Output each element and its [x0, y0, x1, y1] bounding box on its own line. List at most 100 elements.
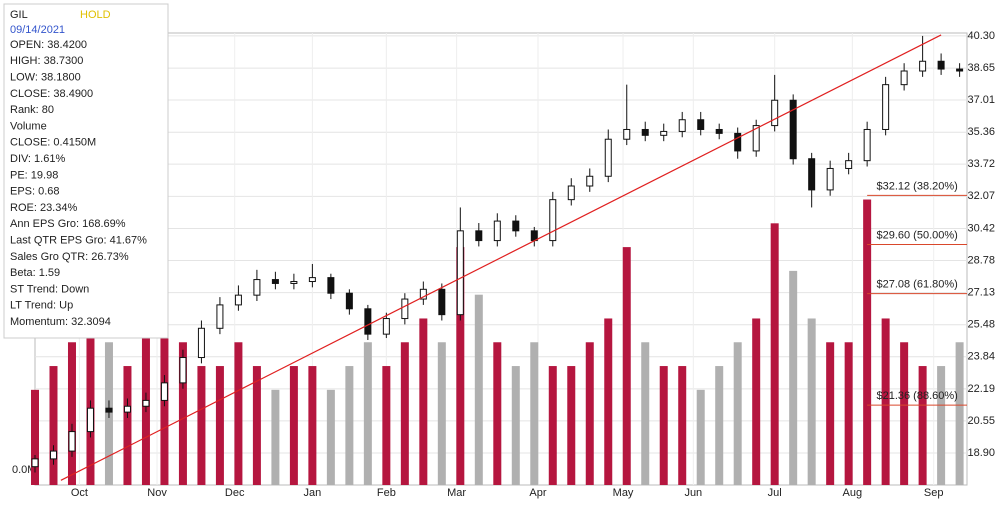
y-tick-label: 33.72: [967, 158, 995, 170]
candle-body: [253, 279, 261, 296]
x-tick-label: Jun: [684, 487, 702, 499]
volume-bar: [955, 342, 964, 485]
candle-body: [419, 288, 427, 300]
x-tick-label: Feb: [377, 487, 396, 499]
volume-bar: [400, 342, 409, 485]
candle-body: [68, 431, 76, 452]
retracement-label: $29.60 (50.00%): [876, 229, 957, 241]
candle-body: [216, 304, 224, 329]
candle-body: [586, 175, 594, 187]
rating: HOLD: [80, 9, 111, 21]
x-tick-label: Mar: [447, 487, 466, 499]
info-panel: GIL HOLD 09/14/2021 OPEN: 38.4200 HIGH: 3…: [3, 3, 169, 339]
candle-body: [771, 99, 779, 127]
candle-body: [364, 308, 372, 335]
candle-body: [549, 199, 557, 242]
volume-bar: [49, 366, 58, 485]
info-line: LT Trend: Up: [10, 300, 73, 312]
volume-bar: [807, 318, 816, 485]
candle-body: [882, 84, 890, 130]
info-line: LOW: 38.1800: [10, 72, 81, 84]
candle-body: [179, 357, 187, 384]
y-tick-label: 28.78: [967, 254, 995, 266]
y-tick-label: 32.07: [967, 190, 995, 202]
retracement-label: $27.08 (61.80%): [876, 279, 957, 291]
candle-body: [678, 119, 686, 132]
candle-body: [956, 68, 964, 72]
x-tick-label: Sep: [924, 487, 944, 499]
info-box: [3, 3, 169, 339]
volume-bar: [770, 223, 779, 485]
y-tick-label: 38.65: [967, 62, 995, 74]
volume-bar: [437, 342, 446, 485]
retracement-label: $21.36 (88.60%): [876, 390, 957, 402]
y-tick-label: 20.55: [967, 415, 995, 427]
trendline: [60, 34, 942, 481]
info-line: Momentum: 32.3094: [10, 316, 111, 328]
volume-bar: [752, 318, 761, 485]
candle-body: [401, 298, 409, 320]
volume-bar: [252, 366, 261, 485]
volume-bar: [197, 366, 206, 485]
info-line: DIV: 1.61%: [10, 153, 65, 165]
candle-body: [142, 399, 150, 407]
candle-body: [863, 128, 871, 162]
x-tick-label: Dec: [225, 487, 245, 499]
date: 09/14/2021: [10, 24, 65, 36]
candle-body: [493, 220, 501, 242]
volume-bar: [178, 342, 187, 485]
candle-body: [105, 407, 113, 413]
x-tick-label: Jul: [768, 487, 782, 499]
y-tick-label: 40.30: [967, 30, 995, 42]
volume-bar: [493, 342, 502, 485]
info-line: Rank: 80: [10, 104, 54, 116]
candle-body: [919, 60, 927, 72]
candle-body: [604, 138, 612, 177]
candle-body: [327, 277, 335, 294]
volume-bar: [567, 366, 576, 485]
volume-bar: [900, 342, 909, 485]
volume-bar: [363, 342, 372, 485]
volume-bar: [456, 247, 465, 485]
volume-bar: [234, 342, 243, 485]
x-tick-label: Nov: [147, 487, 167, 499]
candle-body: [160, 382, 168, 401]
volume-bar: [67, 342, 76, 485]
candle-body: [475, 230, 483, 242]
candle-body: [49, 450, 57, 460]
candle-body: [752, 125, 760, 152]
info-line: Sales Gro QTR: 26.73%: [10, 251, 129, 263]
y-tick-label: 22.19: [967, 383, 995, 395]
info-line: ROE: 23.34%: [10, 202, 77, 214]
y-tick-label: 35.36: [967, 126, 995, 138]
x-tick-label: May: [613, 487, 634, 499]
volume-bar: [622, 247, 631, 485]
volume-bar: [419, 318, 428, 485]
volume-bar: [474, 294, 483, 485]
info-line: Last QTR EPS Gro: 41.67%: [10, 235, 147, 247]
info-line: CLOSE: 38.4900: [10, 88, 93, 100]
candle-body: [641, 128, 649, 136]
y-tick-label: 37.01: [967, 94, 995, 106]
volume-bar: [289, 366, 298, 485]
volume-bar: [715, 366, 724, 485]
candle-body: [900, 70, 908, 86]
info-line: Volume: [10, 120, 47, 132]
volume-bar: [31, 389, 39, 485]
volume-bar: [863, 199, 872, 486]
candle-body: [845, 160, 853, 169]
candle-body: [123, 405, 131, 413]
volume-bar: [881, 318, 890, 485]
volume-bar: [308, 366, 317, 485]
volume-bar: [382, 366, 391, 485]
candle-body: [715, 128, 723, 134]
candle-body: [734, 132, 742, 152]
candle-body: [623, 128, 631, 140]
info-line: HIGH: 38.7300: [10, 55, 83, 67]
candle-body: [271, 279, 279, 284]
volume-bar: [345, 366, 354, 485]
candle-body: [808, 158, 816, 191]
info-line: OPEN: 38.4200: [10, 39, 87, 51]
volume-bar: [678, 366, 687, 485]
